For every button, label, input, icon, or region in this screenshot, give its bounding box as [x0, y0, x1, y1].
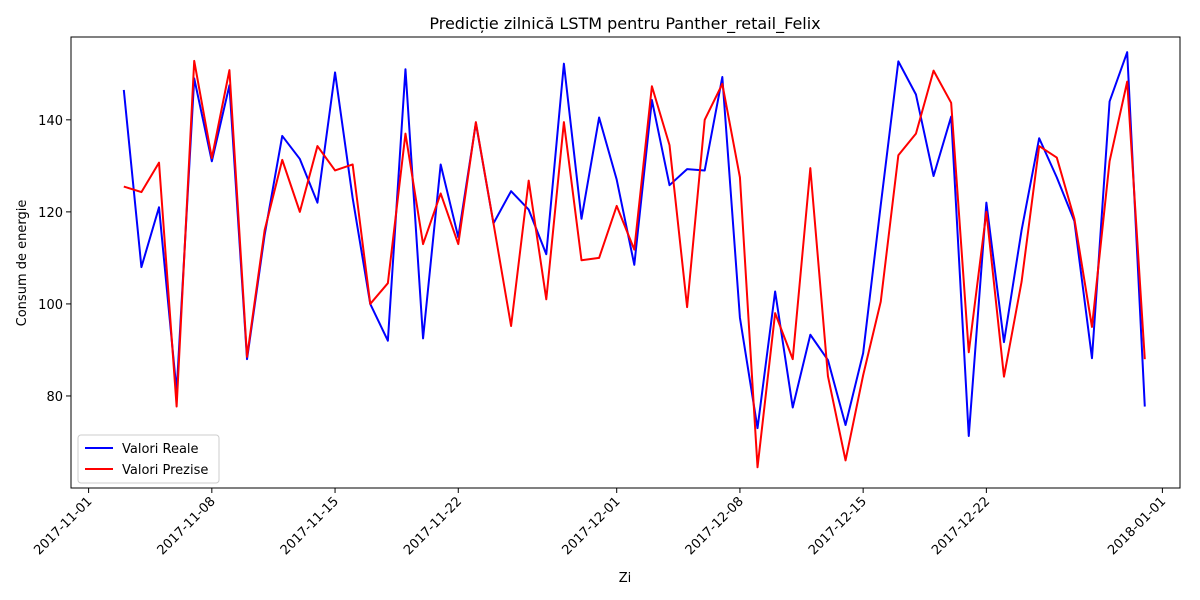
legend-box — [77, 434, 220, 484]
y-tick-label: 80 — [46, 390, 63, 405]
y-tick-label: 100 — [38, 298, 63, 313]
legend-label-reale: Valori Reale — [122, 442, 199, 457]
chart-title: Predicție zilnică LSTM pentru Panther_re… — [429, 14, 820, 34]
series-line-1 — [123, 59, 1146, 469]
y-tick-label: 140 — [38, 114, 63, 129]
y-axis: 80 100 120 140 — [38, 114, 71, 405]
y-tick-label: 120 — [38, 206, 63, 221]
x-axis-title: Zi — [619, 571, 632, 586]
legend-label-prezise: Valori Prezise — [122, 463, 208, 478]
plot-lines — [122, 51, 1146, 469]
series-line-0 — [122, 51, 1146, 437]
plot-frame — [70, 36, 1181, 489]
y-axis-title: Consum de energie — [15, 200, 30, 327]
legend: Valori Reale Valori Prezise — [77, 434, 220, 484]
